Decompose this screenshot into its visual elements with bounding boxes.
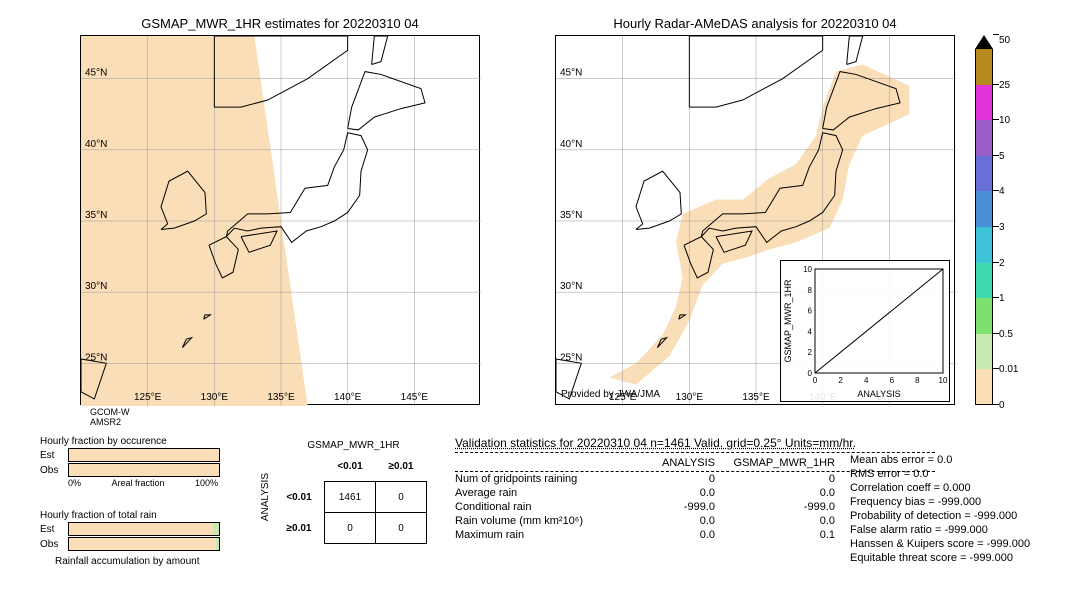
svg-text:30°N: 30°N [560, 281, 582, 292]
svg-text:30°N: 30°N [85, 281, 107, 292]
svg-text:135°E: 135°E [267, 392, 295, 403]
svg-text:6: 6 [890, 376, 895, 385]
svg-text:145°E: 145°E [401, 392, 429, 403]
left-map-title: GSMAP_MWR_1HR estimates for 20220310 04 [80, 16, 480, 31]
svg-text:10: 10 [803, 265, 812, 274]
svg-text:0: 0 [808, 369, 813, 378]
svg-text:130°E: 130°E [201, 392, 229, 403]
svg-text:40°N: 40°N [560, 139, 582, 150]
svg-text:0: 0 [813, 376, 818, 385]
svg-text:45°N: 45°N [560, 68, 582, 79]
svg-text:4: 4 [864, 376, 869, 385]
contingency-table: GSMAP_MWR_1HRANALYSIS<0.01≥0.01<0.011461… [260, 440, 427, 544]
svg-text:135°E: 135°E [742, 392, 770, 403]
validation-metrics: Mean abs error = 0.0RMS error = 0.0Corre… [850, 453, 1030, 565]
satellite-label: GCOM-W AMSR2 [90, 407, 130, 427]
svg-text:35°N: 35°N [85, 210, 107, 221]
svg-text:45°N: 45°N [85, 68, 107, 79]
map-credit: Provided by JWA/JMA [561, 389, 660, 400]
right-map-title: Hourly Radar-AMeDAS analysis for 2022031… [555, 16, 955, 31]
svg-text:8: 8 [915, 376, 920, 385]
svg-text:125°E: 125°E [134, 392, 162, 403]
fraction-block: Hourly fraction by occurenceEstObs0%Area… [40, 436, 220, 488]
svg-text:4: 4 [808, 327, 813, 336]
svg-text:40°N: 40°N [85, 139, 107, 150]
colorbar: 502510543210.50.010 [975, 35, 993, 405]
svg-text:2: 2 [808, 348, 813, 357]
svg-text:10: 10 [939, 376, 948, 385]
svg-text:6: 6 [808, 307, 813, 316]
svg-text:130°E: 130°E [676, 392, 704, 403]
inset-scatter: 00 2 2 4 4 6 6 8 8 10 10 ANALYSIS GSMAP_MWR_1HR [780, 260, 950, 402]
fraction-block: Hourly fraction of total rainEstObs [40, 510, 220, 552]
svg-text:GSMAP_MWR_1HR: GSMAP_MWR_1HR [783, 279, 793, 363]
svg-text:8: 8 [808, 286, 813, 295]
fraction-block-title: Rainfall accumulation by amount [55, 556, 200, 567]
svg-text:ANALYSIS: ANALYSIS [857, 389, 900, 399]
left-map-panel: 125°E130°E135°E140°E145°E25°N30°N35°N40°… [80, 35, 480, 405]
svg-text:35°N: 35°N [560, 210, 582, 221]
svg-text:140°E: 140°E [334, 392, 362, 403]
svg-text:2: 2 [838, 376, 843, 385]
